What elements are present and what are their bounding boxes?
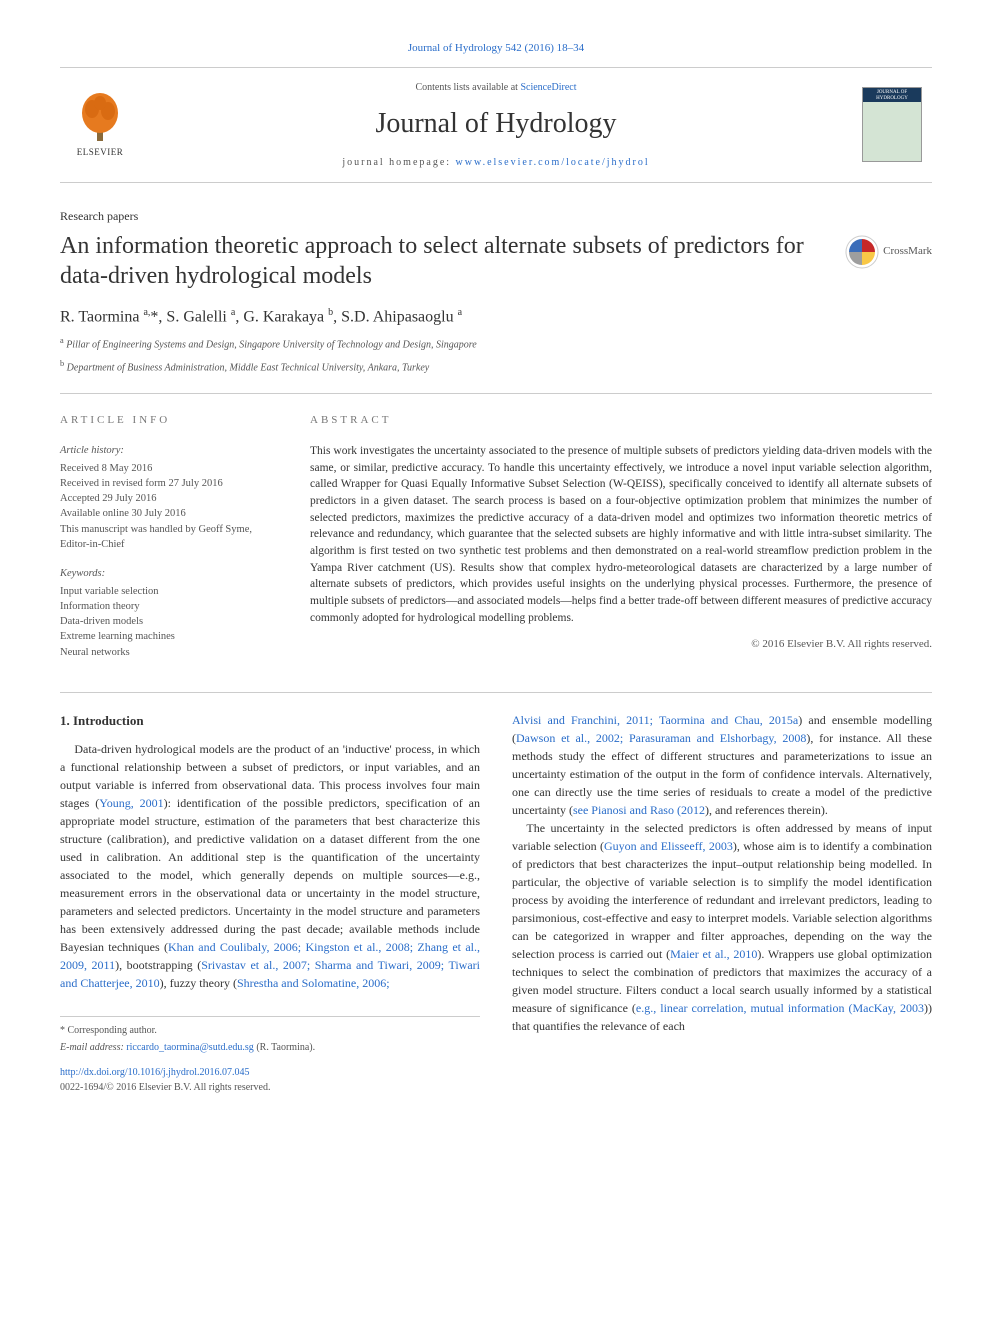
masthead-center: Contents lists available at ScienceDirec… <box>140 80 852 170</box>
journal-reference: Journal of Hydrology 542 (2016) 18–34 <box>60 40 932 57</box>
body-column-right: Alvisi and Franchini, 2011; Taormina and… <box>512 711 932 1096</box>
keyword: Neural networks <box>60 645 270 660</box>
publisher-name: ELSEVIER <box>77 146 124 160</box>
abstract-column: abstract This work investigates the unce… <box>310 412 932 673</box>
article-history-block: Article history: Received 8 May 2016Rece… <box>60 443 270 552</box>
footnotes: * Corresponding author. E-mail address: … <box>60 1016 480 1055</box>
affiliation: b Department of Business Administration,… <box>60 358 932 375</box>
body-column-left: 1. Introduction Data-driven hydrological… <box>60 711 480 1096</box>
keyword: Data-driven models <box>60 614 270 629</box>
email-link[interactable]: riccardo_taormina@sutd.edu.sg <box>126 1042 254 1053</box>
abstract-heading: abstract <box>310 412 932 429</box>
keyword: Input variable selection <box>60 584 270 599</box>
masthead: ELSEVIER Contents lists available at Sci… <box>60 67 932 183</box>
issn-line: 0022-1694/© 2016 Elsevier B.V. All right… <box>60 1082 270 1093</box>
keyword: Information theory <box>60 599 270 614</box>
journal-cover-thumb: JOURNAL OF HYDROLOGY <box>862 87 922 162</box>
sciencedirect-link[interactable]: ScienceDirect <box>520 82 576 93</box>
crossmark-badge[interactable]: CrossMark <box>845 235 932 269</box>
email-line: E-mail address: riccardo_taormina@sutd.e… <box>60 1040 480 1055</box>
section-label: Research papers <box>60 207 932 225</box>
publisher-block: ELSEVIER <box>60 89 140 160</box>
journal-name: Journal of Hydrology <box>140 103 852 145</box>
article-history-label: Article history: <box>60 443 270 459</box>
info-abstract-row: article info Article history: Received 8… <box>60 412 932 673</box>
divider <box>60 393 932 394</box>
abstract-copyright: © 2016 Elsevier B.V. All rights reserved… <box>310 636 932 653</box>
body-columns: 1. Introduction Data-driven hydrological… <box>60 711 932 1096</box>
doi-block: http://dx.doi.org/10.1016/j.jhydrol.2016… <box>60 1065 480 1095</box>
homepage-line: journal homepage: www.elsevier.com/locat… <box>140 155 852 170</box>
keywords-block: Keywords: Input variable selectionInform… <box>60 566 270 660</box>
history-line: Available online 30 July 2016 <box>60 506 270 521</box>
contents-line: Contents lists available at ScienceDirec… <box>140 80 852 95</box>
intro-para-1: Data-driven hydrological models are the … <box>60 740 480 992</box>
history-line: Received 8 May 2016 <box>60 461 270 476</box>
title-row: An information theoretic approach to sel… <box>60 231 932 291</box>
paper-title: An information theoretic approach to sel… <box>60 231 825 291</box>
authors: R. Taormina a,*, S. Galelli a, G. Karaka… <box>60 305 932 329</box>
keyword: Extreme learning machines <box>60 629 270 644</box>
journal-reference-link[interactable]: Journal of Hydrology 542 (2016) 18–34 <box>408 42 584 54</box>
intro-continuation: Alvisi and Franchini, 2011; Taormina and… <box>512 711 932 819</box>
homepage-prefix: journal homepage: <box>342 157 455 168</box>
email-label: E-mail address: <box>60 1042 126 1053</box>
article-info-column: article info Article history: Received 8… <box>60 412 270 673</box>
history-line: Received in revised form 27 July 2016 <box>60 476 270 491</box>
crossmark-icon <box>845 235 879 269</box>
history-line: This manuscript was handled by Geoff Sym… <box>60 522 270 552</box>
elsevier-tree-icon <box>75 89 125 144</box>
homepage-link[interactable]: www.elsevier.com/locate/jhydrol <box>456 157 650 168</box>
doi-link[interactable]: http://dx.doi.org/10.1016/j.jhydrol.2016… <box>60 1067 250 1078</box>
contents-prefix: Contents lists available at <box>415 82 520 93</box>
divider <box>60 692 932 693</box>
cover-thumb-title: JOURNAL OF HYDROLOGY <box>863 88 921 102</box>
history-line: Accepted 29 July 2016 <box>60 491 270 506</box>
cover-block: JOURNAL OF HYDROLOGY <box>852 87 932 162</box>
intro-para-2: The uncertainty in the selected predicto… <box>512 819 932 1035</box>
crossmark-label: CrossMark <box>883 243 932 260</box>
keywords-label: Keywords: <box>60 566 270 582</box>
affiliation: a Pillar of Engineering Systems and Desi… <box>60 335 932 352</box>
intro-heading: 1. Introduction <box>60 711 480 731</box>
email-suffix: (R. Taormina). <box>254 1042 315 1053</box>
corresponding-note: * Corresponding author. <box>60 1023 480 1038</box>
abstract-text: This work investigates the uncertainty a… <box>310 443 932 626</box>
article-info-heading: article info <box>60 412 270 429</box>
